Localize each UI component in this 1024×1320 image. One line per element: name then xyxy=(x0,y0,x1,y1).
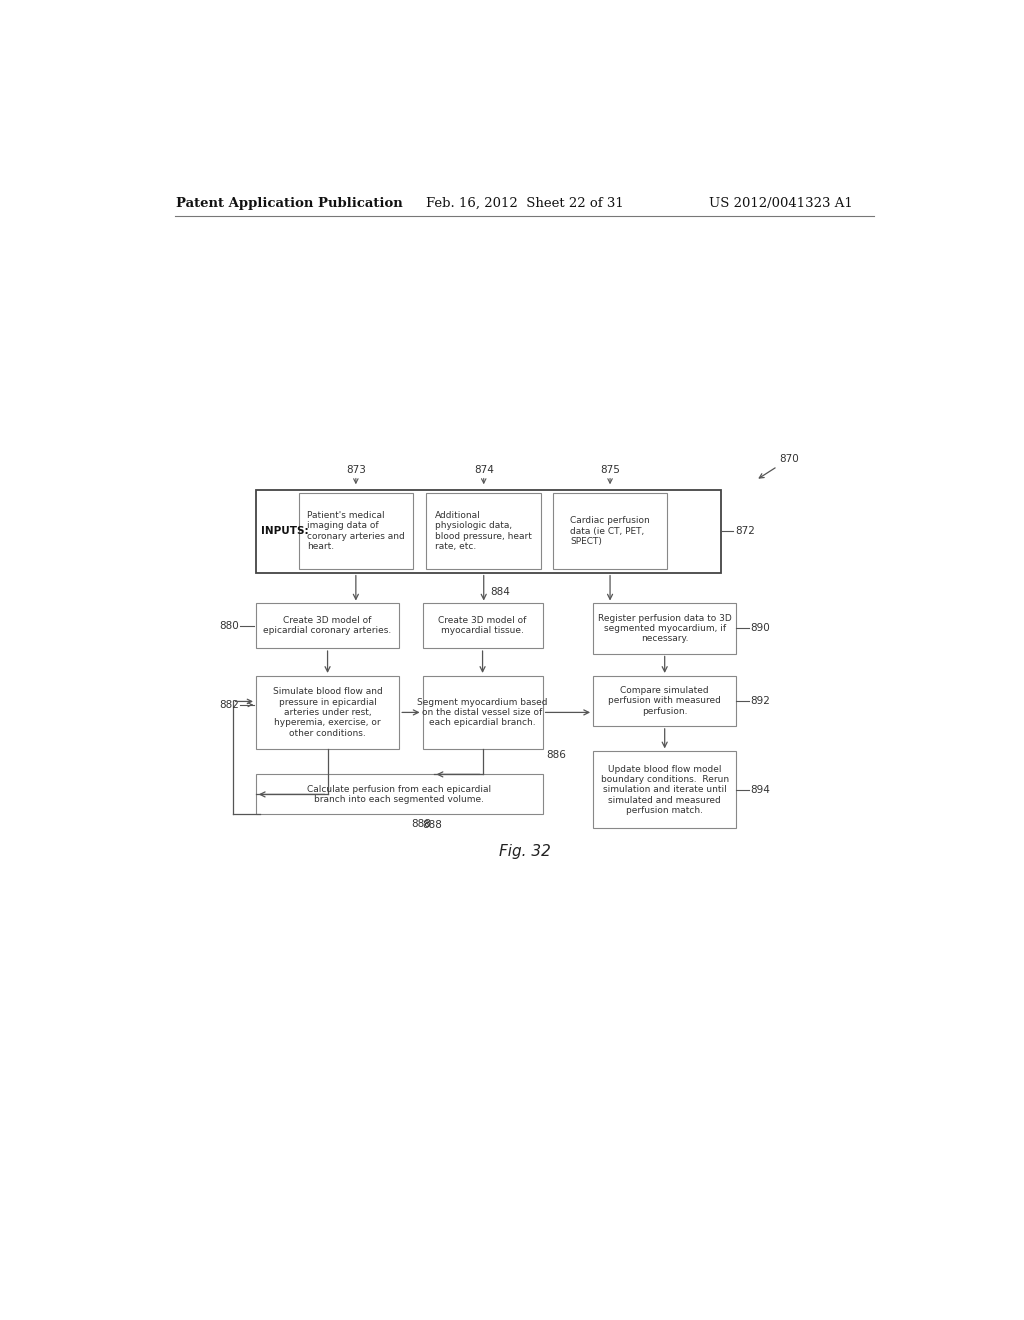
Text: Feb. 16, 2012  Sheet 22 of 31: Feb. 16, 2012 Sheet 22 of 31 xyxy=(426,197,624,210)
Text: Simulate blood flow and
pressure in epicardial
arteries under rest,
hyperemia, e: Simulate blood flow and pressure in epic… xyxy=(272,688,382,738)
Text: Patent Application Publication: Patent Application Publication xyxy=(176,197,402,210)
Bar xyxy=(423,603,543,648)
Bar xyxy=(256,490,721,573)
Text: Fig. 32: Fig. 32 xyxy=(499,843,551,859)
Text: Calculate perfusion from each epicardial
branch into each segmented volume.: Calculate perfusion from each epicardial… xyxy=(307,784,492,804)
Text: Update blood flow model
boundary conditions.  Rerun
simulation and iterate until: Update blood flow model boundary conditi… xyxy=(601,764,729,816)
Text: INPUTS:: INPUTS: xyxy=(261,527,309,536)
Text: 890: 890 xyxy=(751,623,770,634)
Text: 870: 870 xyxy=(779,454,799,463)
Text: Create 3D model of
epicardial coronary arteries.: Create 3D model of epicardial coronary a… xyxy=(263,616,392,635)
Text: 875: 875 xyxy=(600,465,620,475)
Text: Patient's medical
imaging data of
coronary arteries and
heart.: Patient's medical imaging data of corona… xyxy=(307,511,404,552)
Text: 888: 888 xyxy=(423,820,442,830)
Bar xyxy=(426,494,541,569)
Bar xyxy=(593,676,736,726)
Text: 874: 874 xyxy=(474,465,494,475)
Bar xyxy=(256,775,543,814)
Bar xyxy=(256,676,399,748)
Text: 886: 886 xyxy=(547,750,566,760)
Text: 884: 884 xyxy=(490,587,510,597)
Bar xyxy=(299,494,414,569)
Text: 880: 880 xyxy=(219,620,239,631)
Text: 882: 882 xyxy=(219,700,239,710)
Bar xyxy=(593,751,736,829)
Text: 892: 892 xyxy=(751,696,770,706)
Bar xyxy=(593,603,736,653)
Text: Compare simulated
perfusion with measured
perfusion.: Compare simulated perfusion with measure… xyxy=(608,686,721,715)
Text: 894: 894 xyxy=(751,785,770,795)
Text: Segment myocardium based
on the distal vessel size of
each epicardial branch.: Segment myocardium based on the distal v… xyxy=(418,697,548,727)
Bar xyxy=(423,676,543,748)
Text: US 2012/0041323 A1: US 2012/0041323 A1 xyxy=(710,197,853,210)
Text: Cardiac perfusion
data (ie CT, PET,
SPECT): Cardiac perfusion data (ie CT, PET, SPEC… xyxy=(570,516,650,546)
Bar xyxy=(553,494,668,569)
Text: 888: 888 xyxy=(411,818,431,829)
Bar xyxy=(256,603,399,648)
Text: Create 3D model of
myocardial tissue.: Create 3D model of myocardial tissue. xyxy=(438,616,526,635)
Text: Additional
physiologic data,
blood pressure, heart
rate, etc.: Additional physiologic data, blood press… xyxy=(435,511,532,552)
Text: 873: 873 xyxy=(346,465,366,475)
Text: Register perfusion data to 3D
segmented myocardium, if
necessary.: Register perfusion data to 3D segmented … xyxy=(598,614,731,643)
Text: 872: 872 xyxy=(735,527,755,536)
